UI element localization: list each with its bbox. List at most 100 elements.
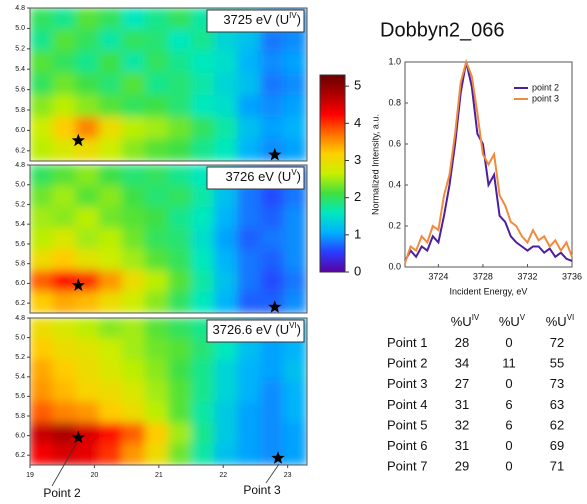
heat-cell	[144, 165, 169, 187]
heat-cell	[214, 227, 239, 251]
heat-cell	[121, 138, 146, 161]
heat-cell	[121, 318, 146, 340]
heat-cell	[52, 338, 77, 361]
heat-cell	[144, 380, 169, 403]
y-tick-label: 4.8	[15, 315, 25, 322]
heat-cell	[237, 401, 262, 424]
heat-cell	[52, 8, 77, 31]
heat-cell	[237, 422, 262, 445]
heat-cell	[98, 401, 123, 424]
y-tick-label: 0.6	[388, 138, 401, 148]
heat-cell	[144, 73, 169, 96]
heat-cell	[52, 51, 77, 75]
heat-cell	[52, 29, 77, 53]
heat-cell	[260, 359, 285, 382]
heat-cell	[75, 422, 100, 445]
map-label: 3726.6 eV (UVI)	[212, 321, 301, 337]
heat-cell	[144, 291, 169, 313]
heat-cell	[237, 206, 262, 229]
y-tick-label: 0.4	[388, 179, 401, 189]
heat-cell	[121, 51, 146, 75]
legend-label: point 3	[532, 93, 559, 103]
heat-cell	[98, 443, 123, 465]
heat-cell	[121, 185, 146, 208]
table-cell: 6	[505, 417, 512, 432]
table-cell: 11	[502, 356, 516, 371]
heat-cell	[260, 380, 285, 403]
table-cell: 32	[455, 417, 469, 432]
heat-cell	[283, 51, 307, 75]
heat-cell	[121, 401, 146, 424]
heat-cell	[98, 116, 123, 140]
heat-cell	[237, 270, 262, 293]
heat-cell	[144, 29, 169, 53]
y-tick-label: 5.6	[15, 241, 25, 248]
heat-cell	[75, 249, 100, 272]
heat-cell	[121, 8, 146, 31]
heat-cell	[168, 73, 193, 96]
heat-cell	[30, 51, 54, 75]
heat-cell	[121, 73, 146, 96]
heat-cell	[214, 206, 239, 229]
heat-cell	[168, 116, 193, 140]
heat-cell	[75, 270, 100, 293]
heat-cell	[237, 359, 262, 382]
heat-cell	[260, 138, 285, 161]
heat-cell	[283, 138, 307, 161]
heat-cell	[75, 338, 100, 361]
heat-cell	[214, 380, 239, 403]
heat-cell	[260, 116, 285, 140]
heat-cell	[168, 338, 193, 361]
heat-cell	[144, 270, 169, 293]
heat-cell	[283, 359, 307, 382]
heat-cell	[283, 116, 307, 140]
star-marker	[71, 133, 85, 147]
heat-cell	[214, 422, 239, 445]
y-tick-label: 0.2	[388, 220, 401, 230]
star-marker	[268, 300, 282, 313]
row-label: Point 5	[387, 417, 427, 432]
heat-cell	[52, 318, 77, 340]
heat-cell	[214, 94, 239, 118]
heat-cell	[237, 29, 262, 53]
heat-cell	[191, 206, 216, 229]
heat-cell	[98, 138, 123, 161]
heat-cell	[168, 165, 193, 187]
heat-cell	[168, 291, 193, 313]
heat-cell	[144, 227, 169, 251]
map-label-text: 3726 eV (U	[226, 169, 292, 184]
table-cell: 0	[505, 376, 512, 391]
star-marker	[271, 451, 285, 464]
heat-cell	[52, 94, 77, 118]
heat-cell	[52, 401, 77, 424]
heat-cell	[283, 185, 307, 208]
heat-cell	[75, 29, 100, 53]
heat-cell	[75, 94, 100, 118]
table-header: %UIV	[451, 313, 480, 329]
heat-cell	[30, 116, 54, 140]
heat-cell	[191, 359, 216, 382]
table-cell: 0	[505, 335, 512, 350]
heat-cell	[168, 443, 193, 465]
heat-cell	[191, 138, 216, 161]
heat-cell	[191, 29, 216, 53]
heat-cell	[30, 185, 54, 208]
heat-cell	[121, 227, 146, 251]
colorbar-tick-label: 4	[354, 115, 361, 130]
heat-cell	[214, 51, 239, 75]
heat-cell	[237, 443, 262, 465]
heat-cell	[52, 138, 77, 161]
heat-cell	[168, 401, 193, 424]
heat-cell	[237, 338, 262, 361]
y-tick-label: 0.8	[388, 97, 401, 107]
y-tick-label: 5.4	[15, 66, 25, 73]
table-cell: 28	[455, 335, 469, 350]
y-tick-label: 5.4	[15, 221, 25, 228]
header-text: %U	[546, 314, 567, 329]
x-tick-label: 3724	[428, 271, 448, 281]
row-label: Point 3	[387, 376, 427, 391]
colorbar-tick-label: 3	[354, 152, 361, 167]
map-label-close: )	[297, 169, 301, 184]
x-tick-label: 3736	[562, 271, 582, 281]
